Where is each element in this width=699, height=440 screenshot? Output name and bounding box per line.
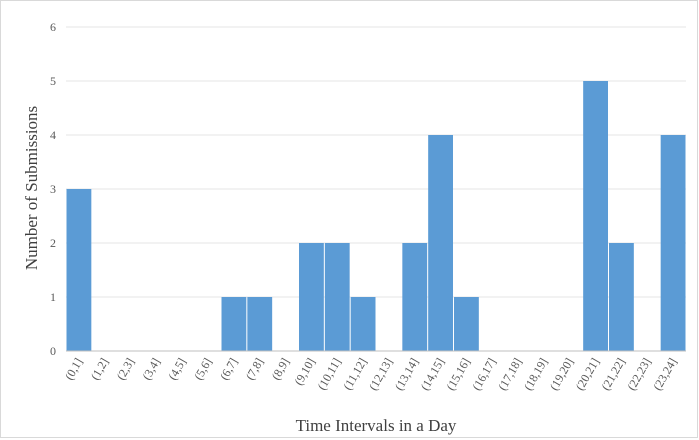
x-tick-label: (6,7] — [217, 356, 241, 383]
y-tick-label: 3 — [50, 182, 56, 196]
x-tick-label: (3,4] — [139, 356, 163, 383]
x-tick-label: (19,20] — [547, 356, 577, 393]
x-axis-title: Time Intervals in a Day — [296, 416, 457, 435]
y-tick-label: 0 — [50, 344, 56, 358]
x-tick-label: (5,6] — [191, 356, 215, 383]
y-tick-label: 4 — [50, 128, 56, 142]
x-tick-label: (18,19] — [521, 356, 551, 393]
x-tick-label: (20,21] — [573, 356, 603, 393]
bar-7 — [247, 297, 272, 351]
y-tick-label: 5 — [50, 74, 56, 88]
x-tick-label: (12,13] — [366, 356, 396, 393]
x-tick-label: (14,15] — [418, 356, 448, 393]
x-tick-label: (22,23] — [624, 356, 654, 393]
bar-21 — [609, 243, 634, 351]
x-tick-label: (15,16] — [443, 356, 473, 393]
x-tick-label: (1,2] — [88, 356, 112, 383]
bar-10 — [325, 243, 350, 351]
bar-6 — [222, 297, 247, 351]
bar-23 — [661, 135, 686, 351]
x-tick-label: (9,10] — [291, 356, 318, 388]
bar-15 — [454, 297, 479, 351]
x-tick-label: (16,17] — [469, 356, 499, 393]
x-tick-label: (10,11] — [314, 355, 343, 392]
y-tick-label: 6 — [50, 20, 56, 34]
x-tick-label: (13,14] — [392, 356, 422, 393]
x-tick-label: (21,22] — [598, 356, 628, 393]
x-tick-label: (17,18] — [495, 356, 525, 393]
x-tick-label: (2,3] — [114, 356, 138, 383]
x-tick-label: (7,8] — [243, 356, 267, 383]
bar-20 — [583, 81, 608, 351]
y-axis-title: Number of Submissions — [22, 106, 41, 270]
x-tick-label: (23,24] — [650, 356, 680, 393]
x-tick-label: (4,5] — [165, 356, 189, 383]
x-tick-label: (8,9] — [269, 356, 293, 383]
bar-9 — [299, 243, 324, 351]
x-tick-labels: (0,1] (1,2] (2,3] (3,4] (4,5] (5,6] (6,7] (7,8]… — [62, 355, 680, 392]
y-tick-label: 1 — [50, 290, 56, 304]
y-tick-label: 2 — [50, 236, 56, 250]
bar-11 — [351, 297, 376, 351]
bar-14 — [428, 135, 453, 351]
x-tick-label: (0,1] — [62, 356, 86, 383]
bar-0 — [67, 189, 92, 351]
bars — [67, 81, 686, 351]
x-tick-label: (11,12] — [340, 355, 369, 392]
bar-13 — [402, 243, 427, 351]
y-tick-labels: 0 1 2 3 4 5 6 — [50, 20, 56, 358]
